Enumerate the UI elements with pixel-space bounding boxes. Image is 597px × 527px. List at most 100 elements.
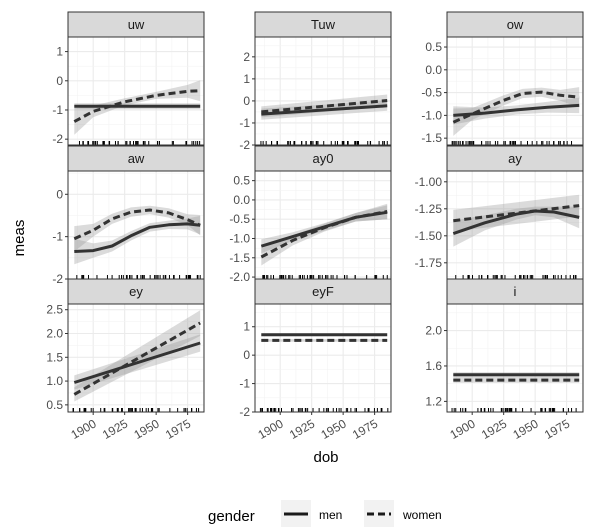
facet-panel-i: i 2.0 1.6 1.2 1900 1925 1950 1975 bbox=[425, 278, 584, 442]
panel-border bbox=[67, 36, 205, 146]
y-tick-label: 0.5 bbox=[233, 174, 250, 188]
y-tick-label: 2 bbox=[243, 50, 250, 64]
y-tick-label: 2.0 bbox=[46, 326, 63, 340]
series-line-women bbox=[453, 204, 580, 223]
facet-strip-i bbox=[446, 278, 584, 305]
x-tick-label: 1950 bbox=[132, 416, 162, 442]
y-tick-label: 1 bbox=[243, 72, 250, 86]
panel-background bbox=[447, 171, 583, 279]
facet-panel-ay: ay -1.00 -1.25 -1.50 -1.75 bbox=[415, 145, 584, 282]
facet-strip-aw bbox=[67, 145, 205, 172]
y-axis-title: meas bbox=[11, 220, 28, 257]
y-tick-label: 1 bbox=[56, 45, 63, 59]
y-tick-label: 0 bbox=[56, 74, 63, 88]
facet-panel-uw: uw 1 0 -1 -2 bbox=[52, 11, 205, 148]
panel-background bbox=[255, 171, 391, 279]
panel-border bbox=[67, 303, 205, 413]
y-tick-label: 0 bbox=[243, 94, 250, 108]
y-tick-label: -2 bbox=[239, 405, 250, 419]
series-line-women bbox=[452, 90, 580, 124]
legend: gender men women bbox=[208, 500, 442, 527]
x-tick-label: 1950 bbox=[319, 416, 349, 442]
series-line-women bbox=[73, 208, 201, 241]
legend-title: gender bbox=[208, 508, 255, 525]
panel-background bbox=[447, 304, 583, 412]
y-tick-label: 0.5 bbox=[46, 398, 63, 412]
y-tick-label: 0 bbox=[243, 348, 250, 362]
y-tick-label: -1.0 bbox=[229, 232, 250, 246]
x-tick-label: 1975 bbox=[350, 416, 380, 442]
ci-ribbon-men bbox=[74, 215, 201, 265]
x-tick-label: 1900 bbox=[256, 416, 286, 442]
ci-ribbon-women bbox=[453, 377, 580, 383]
facet-panel-eyF: eyF 1 0 -1 -2 1900 1925 1950 1975 bbox=[239, 278, 392, 442]
y-tick-label: 0.0 bbox=[425, 63, 442, 77]
x-tick-label: 1925 bbox=[479, 416, 509, 442]
series-line-men bbox=[261, 104, 388, 116]
facet-strip-label: Tuw bbox=[311, 17, 336, 32]
y-tick-label: -0.5 bbox=[421, 86, 442, 100]
y-tick-label: 1.2 bbox=[425, 394, 442, 408]
facet-strip-ay0 bbox=[254, 145, 392, 172]
facet-strip-label: ow bbox=[507, 17, 524, 32]
series-line-women bbox=[73, 321, 201, 396]
series-line-men bbox=[73, 341, 201, 384]
series-line-women bbox=[260, 210, 388, 259]
y-tick-label: -1 bbox=[52, 230, 63, 244]
panel-border bbox=[254, 36, 392, 146]
ci-ribbon-women bbox=[74, 310, 201, 402]
facet-strip-ey bbox=[67, 278, 205, 305]
facet-strip-label: eyF bbox=[312, 284, 334, 299]
x-axis-title: dob bbox=[313, 449, 338, 466]
y-tick-label: -1 bbox=[52, 103, 63, 117]
ci-ribbon-women bbox=[261, 203, 388, 266]
facet-panel-Tuw: Tuw 2 1 0 -1 -2 bbox=[239, 11, 392, 152]
facet-strip-label: ey bbox=[129, 284, 143, 299]
y-tick-label: -1.0 bbox=[421, 108, 442, 122]
y-tick-label: 1.5 bbox=[46, 350, 63, 364]
y-tick-label: 0.0 bbox=[233, 193, 250, 207]
facet-strip-ay bbox=[446, 145, 584, 172]
y-tick-label: -1.50 bbox=[415, 229, 443, 243]
facet-strip-ow bbox=[446, 11, 584, 38]
y-tick-label: -2.0 bbox=[229, 270, 250, 284]
y-tick-label: 2.0 bbox=[425, 324, 442, 338]
x-tick-label: 1925 bbox=[287, 416, 317, 442]
panel-border bbox=[446, 36, 584, 146]
y-tick-label: -1.00 bbox=[415, 175, 443, 189]
facet-strip-label: aw bbox=[128, 151, 145, 166]
x-tick-label: 1950 bbox=[511, 416, 541, 442]
y-tick-label: 0 bbox=[56, 187, 63, 201]
x-tick-label: 1900 bbox=[69, 416, 99, 442]
facet-strip-Tuw bbox=[254, 11, 392, 38]
y-tick-label: -2 bbox=[52, 132, 63, 146]
legend-label-men: men bbox=[319, 508, 342, 522]
y-tick-label: 1.0 bbox=[46, 374, 63, 388]
y-tick-label: -2 bbox=[52, 272, 63, 286]
y-tick-label: -1 bbox=[239, 377, 250, 391]
series-line-women bbox=[261, 99, 388, 114]
series-line-women bbox=[73, 89, 201, 123]
facet-panels: uw 1 0 -1 -2 Tuw 2 1 0 -1 -2 ow 0.5 0.0 -0.5 -1.0 -1.5 aw… bbox=[46, 11, 584, 442]
panel-background bbox=[255, 37, 391, 145]
y-tick-label: 1 bbox=[243, 320, 250, 334]
ci-ribbon-women bbox=[261, 339, 388, 342]
y-tick-label: -1.5 bbox=[421, 131, 442, 145]
facet-panel-aw: aw 0 -1 -2 bbox=[52, 145, 205, 286]
y-tick-label: -1.25 bbox=[415, 202, 443, 216]
facet-strip-label: ay bbox=[508, 151, 522, 166]
series-line-men bbox=[74, 222, 201, 253]
facet-strip-uw bbox=[67, 11, 205, 38]
panel-border bbox=[254, 303, 392, 413]
ci-ribbon-women bbox=[74, 205, 201, 252]
y-tick-label: 1.6 bbox=[425, 359, 442, 373]
y-tick-label: -0.5 bbox=[229, 212, 250, 226]
y-tick-label: -1.5 bbox=[229, 251, 250, 265]
ci-ribbon-men bbox=[453, 206, 580, 247]
y-tick-label: 0.5 bbox=[425, 40, 442, 54]
y-tick-label: -1 bbox=[239, 116, 250, 130]
facet-panel-ay0: ay0 0.5 0.0 -0.5 -1.0 -1.5 -2.0 bbox=[229, 145, 392, 284]
x-tick-label: 1975 bbox=[542, 416, 572, 442]
legend-label-women: women bbox=[402, 508, 442, 522]
